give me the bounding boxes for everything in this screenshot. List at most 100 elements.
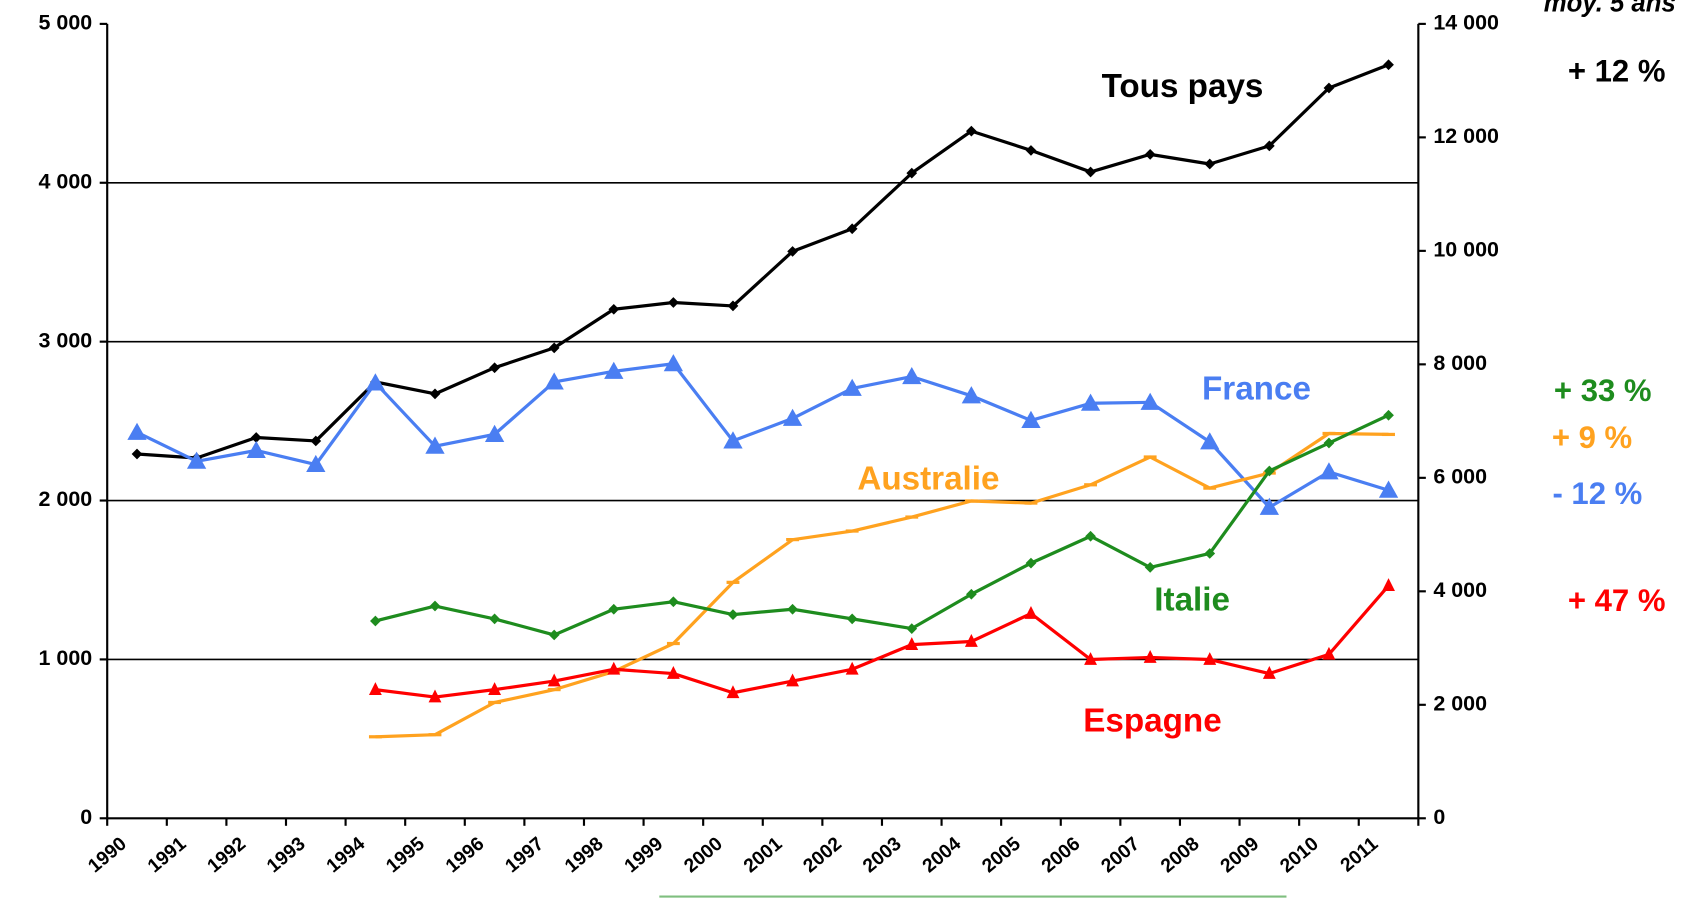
- x-tick-label: 1999: [621, 834, 667, 878]
- y2-tick-label: 14 000: [1433, 11, 1499, 35]
- marker: [846, 223, 858, 235]
- marker: [1025, 557, 1037, 569]
- marker: [1024, 605, 1038, 619]
- marker: [1204, 548, 1216, 559]
- marker: [964, 633, 978, 647]
- marker: [1382, 578, 1395, 592]
- x-tick-label: 1993: [263, 833, 310, 877]
- annotation: + 9 %: [1552, 420, 1632, 455]
- marker: [484, 424, 505, 442]
- annotation: + 33 %: [1554, 373, 1652, 408]
- series-line: [136, 63, 1390, 460]
- marker: [1323, 437, 1335, 449]
- marker: [961, 386, 982, 404]
- series-label: Italie: [1154, 582, 1230, 619]
- marker: [1084, 652, 1097, 665]
- marker: [782, 408, 803, 426]
- x-tick-label: 2005: [978, 833, 1025, 877]
- marker: [127, 422, 147, 440]
- marker: [1262, 666, 1276, 679]
- x-tick-label: 2011: [1337, 833, 1383, 876]
- marker: [1263, 465, 1275, 477]
- marker: [723, 431, 743, 449]
- y-tick-label: 0: [80, 805, 92, 829]
- marker: [845, 661, 859, 675]
- marker: [544, 372, 564, 390]
- marker: [250, 432, 262, 443]
- marker: [429, 600, 441, 612]
- annotation: + 47 %: [1568, 583, 1666, 618]
- marker: [1323, 82, 1335, 94]
- y2-tick-label: 0: [1433, 805, 1445, 829]
- series-line: [375, 584, 1390, 699]
- marker: [425, 436, 445, 454]
- marker: [608, 603, 620, 615]
- marker: [1021, 410, 1041, 428]
- marker: [1378, 480, 1399, 498]
- marker: [1025, 145, 1037, 156]
- series-label: Espagne: [1083, 703, 1221, 740]
- annotation: + 12 %: [1568, 53, 1666, 88]
- marker: [608, 303, 620, 315]
- marker: [1259, 497, 1279, 515]
- marker: [786, 673, 800, 687]
- series-label: France: [1202, 370, 1311, 407]
- series-line: [375, 413, 1390, 637]
- marker: [1144, 149, 1156, 160]
- marker: [727, 609, 739, 620]
- marker: [787, 603, 798, 615]
- marker: [902, 366, 922, 385]
- x-tick-label: 2008: [1157, 833, 1204, 877]
- x-tick-label: 1994: [323, 833, 370, 877]
- x-tick-label: 2001: [740, 833, 787, 877]
- marker: [966, 125, 977, 137]
- x-tick-label: 1997: [502, 834, 548, 878]
- marker: [370, 615, 381, 627]
- marker: [663, 354, 684, 372]
- series-label: Australie: [857, 460, 999, 497]
- y2-tick-label: 6 000: [1433, 464, 1487, 488]
- marker: [365, 373, 386, 391]
- marker: [727, 300, 739, 312]
- marker: [906, 167, 918, 179]
- x-tick-label: 1991: [144, 833, 191, 877]
- marker: [488, 682, 502, 695]
- marker: [966, 588, 977, 600]
- marker: [306, 454, 326, 472]
- marker: [604, 361, 624, 379]
- marker: [246, 440, 266, 458]
- x-tick-label: 1995: [382, 833, 429, 877]
- marker: [368, 682, 382, 695]
- marker: [842, 378, 862, 396]
- y-tick-label: 3 000: [39, 328, 93, 352]
- marker: [668, 297, 679, 308]
- marker: [1080, 393, 1101, 411]
- x-tick-label: 2007: [1098, 834, 1144, 878]
- y2-tick-label: 8 000: [1433, 351, 1487, 375]
- y2-tick-label: 4 000: [1433, 578, 1487, 602]
- marker: [726, 685, 740, 699]
- x-tick-label: 1998: [561, 833, 608, 877]
- y2-tick-label: 10 000: [1433, 238, 1499, 262]
- marker: [1143, 649, 1157, 663]
- y2-tick-label: 12 000: [1433, 124, 1499, 148]
- y-tick-label: 1 000: [39, 646, 93, 670]
- x-tick-label: 2009: [1217, 834, 1263, 878]
- y-tick-label: 4 000: [39, 169, 93, 193]
- x-tick-label: 2000: [680, 834, 726, 878]
- marker: [668, 596, 679, 608]
- x-tick-label: 1996: [442, 833, 489, 877]
- marker: [429, 388, 441, 400]
- marker: [548, 342, 560, 354]
- x-tick-label: 2003: [859, 833, 906, 877]
- marker: [1383, 409, 1394, 421]
- marker: [607, 661, 621, 675]
- marker: [846, 613, 858, 625]
- x-tick-label: 2010: [1276, 834, 1322, 878]
- x-tick-label: 1992: [204, 834, 250, 878]
- marker: [547, 673, 561, 687]
- marker: [1383, 59, 1394, 71]
- marker: [1203, 652, 1217, 665]
